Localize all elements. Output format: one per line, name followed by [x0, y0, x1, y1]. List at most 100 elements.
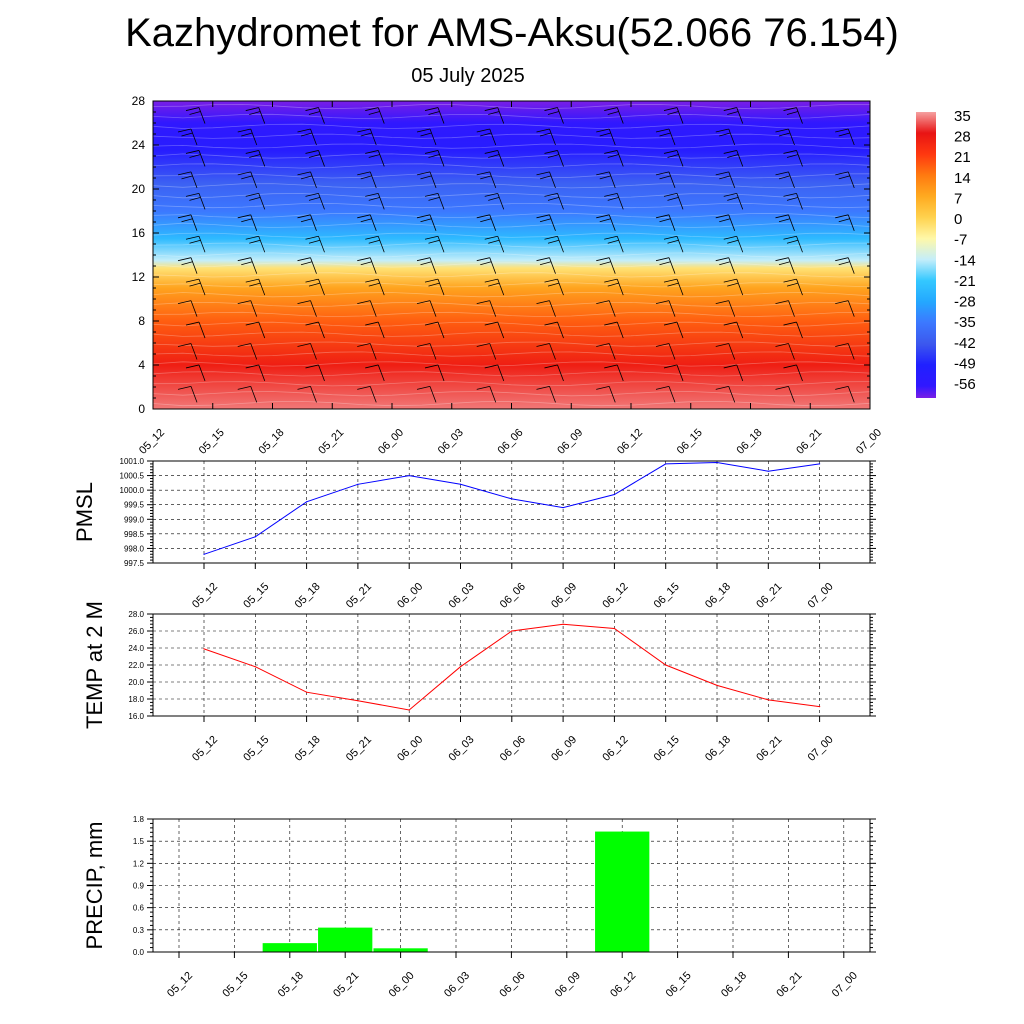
wind-barb — [796, 107, 803, 124]
wind-barb — [310, 343, 317, 360]
wind-barb — [736, 364, 744, 382]
wind-barb — [549, 343, 556, 360]
pmsl-data-point — [306, 501, 308, 503]
wind-barb-flag — [596, 300, 610, 304]
precip-panel: 1.8 1.5 1.2 0.9 0.6 0.3 0.0 05_12 05_15 05_18 05_2… — [82, 815, 876, 1000]
wind-barb — [437, 321, 445, 339]
y-tick-label: 18.0 — [128, 695, 144, 704]
wind-barb-flag — [536, 257, 550, 262]
x-tick-label: 06_00 — [395, 581, 425, 611]
wind-barb-flag — [778, 132, 791, 137]
wind-barb — [377, 236, 385, 253]
y-tick-label: 1001.0 — [120, 457, 145, 466]
wind-barb-flag — [476, 214, 490, 219]
wind-barb — [318, 193, 325, 210]
wind-barb-flag — [249, 282, 261, 287]
y-tick-label: 999.5 — [124, 501, 145, 510]
wind-barb — [437, 193, 445, 210]
wind-barb-flag — [177, 343, 192, 347]
y-tick-label: 28 — [132, 94, 146, 108]
temperature-contour — [152, 321, 871, 327]
wind-barb — [788, 257, 795, 274]
wind-barb-flag — [488, 196, 500, 201]
y-tick-label: 24.0 — [128, 644, 144, 653]
wind-barb-flag — [365, 364, 379, 369]
wind-barb-flag — [783, 107, 797, 111]
wind-barb-flag — [775, 386, 789, 390]
colorbar-label: -49 — [954, 355, 976, 372]
wind-barb — [318, 150, 325, 167]
wind-barb — [429, 171, 437, 189]
wind-barb — [250, 214, 258, 231]
wind-barb-flag — [365, 107, 379, 111]
wind-barb-flag — [237, 386, 251, 390]
wind-barb — [608, 300, 616, 317]
temp2m-data-point — [306, 691, 308, 693]
wind-barb-flag — [663, 150, 678, 154]
x-tick-label: 06_03 — [447, 581, 477, 611]
wind-barb — [250, 300, 258, 317]
wind-barb — [557, 321, 564, 339]
wind-barb — [796, 321, 803, 339]
temperature-contour — [152, 242, 871, 248]
wind-barb — [437, 150, 445, 167]
wind-barb — [258, 236, 266, 253]
wind-barb-flag — [484, 107, 498, 111]
wind-barb-flag — [667, 282, 679, 287]
wind-barb — [190, 300, 198, 317]
x-tick-label: 06_15 — [652, 734, 682, 764]
wind-barb — [258, 321, 266, 339]
wind-barb-flag — [599, 175, 611, 180]
wind-barb — [796, 236, 803, 253]
wind-barb-flag — [297, 257, 311, 262]
wind-barb-flag — [245, 364, 259, 369]
wind-barb-flag — [424, 364, 439, 369]
wind-barb-flag — [189, 239, 201, 244]
wind-barb-flag — [357, 386, 371, 390]
temperature-contour — [152, 391, 871, 397]
wind-barb — [310, 171, 317, 189]
wind-barb-flag — [547, 196, 560, 201]
wind-barb — [250, 386, 258, 403]
wind-barb — [676, 279, 684, 296]
wind-barb-flag — [544, 150, 558, 154]
wind-barb-flag — [655, 257, 670, 262]
x-tick-label: 07_00 — [806, 734, 836, 764]
wind-barb-flag — [604, 192, 618, 197]
wind-barb — [557, 107, 564, 124]
wind-barb — [608, 343, 616, 360]
wind-barb-flag — [783, 235, 797, 240]
wind-barb — [429, 386, 437, 403]
wind-barb — [736, 107, 744, 124]
wind-barb-flag — [484, 278, 498, 283]
y-tick-label: 22.0 — [128, 661, 144, 670]
wind-barb — [557, 364, 564, 382]
wind-barb-flag — [185, 278, 200, 283]
wind-barb-flag — [305, 364, 319, 369]
wind-barb-flag — [544, 235, 558, 240]
wind-barb-flag — [297, 214, 311, 219]
wind-barb — [497, 107, 505, 124]
wind-barb-flag — [783, 192, 797, 197]
x-tick-label: 06_09 — [553, 970, 583, 1000]
y-tick-label: 997.5 — [124, 559, 145, 568]
temperature-contour — [152, 301, 871, 308]
wind-barb — [608, 171, 616, 189]
wind-barb-flag — [245, 235, 259, 240]
wind-barb-flag — [305, 150, 319, 154]
wind-barb — [728, 257, 736, 274]
pmsl-data-point — [562, 507, 564, 509]
wind-barb — [549, 214, 556, 231]
wind-barb — [310, 128, 317, 146]
wind-barb-flag — [416, 214, 431, 219]
wind-barb — [557, 150, 564, 167]
wind-barb-flag — [786, 196, 799, 201]
wind-barb-flag — [357, 171, 371, 176]
wind-barb-flag — [547, 282, 560, 287]
x-tick-label: 05_21 — [331, 970, 361, 1000]
wind-barb-flag — [424, 192, 439, 197]
wind-barb — [429, 300, 437, 317]
temp2m-data-point — [357, 700, 359, 702]
wind-barb-flag — [177, 300, 192, 304]
wind-barb-flag — [360, 132, 372, 137]
